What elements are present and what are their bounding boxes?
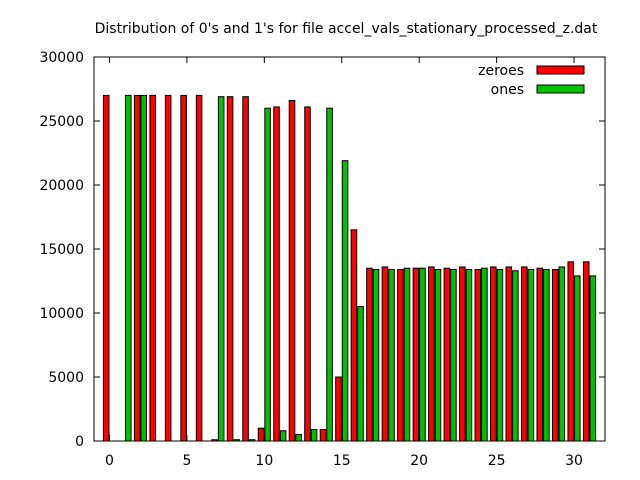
zeroes-bar bbox=[521, 266, 528, 442]
legend-label: zeroes bbox=[478, 63, 524, 79]
zeroes-bar bbox=[551, 268, 559, 442]
ones-bar bbox=[388, 268, 395, 442]
zeroes-bar bbox=[381, 266, 389, 442]
zeroes-bar bbox=[567, 261, 575, 442]
ones-bar bbox=[357, 306, 364, 442]
zeroes-bar bbox=[536, 267, 544, 442]
zeroes-bar bbox=[102, 94, 110, 442]
zeroes-bar bbox=[242, 96, 249, 442]
zeroes-bar bbox=[319, 428, 327, 442]
zeroes-bar bbox=[474, 268, 482, 442]
bars-layer bbox=[102, 94, 597, 442]
zeroes-bar bbox=[366, 267, 373, 442]
zeroes-bar bbox=[350, 229, 358, 442]
ones-bar bbox=[403, 267, 411, 442]
y-tick-label: 20000 bbox=[39, 178, 84, 194]
y-tick-label: 10000 bbox=[39, 306, 84, 322]
zeroes-bar bbox=[443, 267, 451, 442]
zeroes-bar bbox=[397, 268, 404, 442]
zeroes-bar bbox=[133, 94, 141, 442]
zeroes-bar bbox=[257, 427, 265, 442]
axes-layer: 0 5000 10000 15000 20000 25000 30000 0 5 10 15 20 25… bbox=[39, 50, 606, 469]
ones-bar bbox=[372, 268, 380, 442]
ones-bar bbox=[450, 268, 457, 442]
zeroes-bar bbox=[304, 106, 311, 442]
x-tick-label: 10 bbox=[255, 453, 273, 469]
y-tick-label: 25000 bbox=[39, 114, 84, 130]
ones-bar bbox=[558, 266, 566, 442]
zeroes-bar bbox=[490, 266, 497, 442]
legend: zeroes ones bbox=[478, 63, 585, 98]
zeroes-bar bbox=[195, 94, 203, 442]
ones-bar bbox=[217, 96, 225, 442]
legend-label: ones bbox=[491, 82, 524, 98]
y-tick-label: 30000 bbox=[39, 50, 84, 66]
x-tick-label: 20 bbox=[410, 453, 428, 469]
ones-bar bbox=[295, 434, 302, 442]
x-tick-label: 25 bbox=[488, 453, 506, 469]
y-tick-label: 15000 bbox=[39, 242, 84, 258]
zeroes-bar bbox=[288, 100, 296, 442]
ones-bar bbox=[124, 94, 132, 442]
ones-bar bbox=[279, 430, 287, 442]
x-tick-label: 0 bbox=[105, 453, 114, 469]
ones-bar bbox=[574, 275, 581, 442]
ones-bar bbox=[589, 275, 597, 442]
ones-bar bbox=[341, 160, 349, 442]
ones-bar bbox=[310, 428, 318, 442]
zeroes-bar bbox=[149, 94, 156, 442]
zeroes-bar bbox=[505, 266, 513, 442]
zeroes-bar bbox=[335, 376, 342, 442]
ones-bar bbox=[481, 267, 488, 442]
zeroes-bar bbox=[459, 266, 466, 442]
chart-title: Distribution of 0's and 1's for file acc… bbox=[95, 21, 598, 37]
y-tick-label: 0 bbox=[75, 434, 84, 450]
zeroes-bar bbox=[180, 94, 187, 442]
zeroes-bar bbox=[428, 266, 435, 442]
ones-bar bbox=[140, 94, 148, 442]
zeroes-bar bbox=[226, 96, 234, 442]
ones-bar bbox=[326, 107, 333, 442]
zeroes-bar bbox=[164, 94, 172, 442]
ones-bar bbox=[419, 267, 426, 442]
zeroes-bar bbox=[273, 106, 280, 442]
ones-bar bbox=[512, 270, 519, 442]
zeroes-bar bbox=[412, 267, 420, 442]
ones-bar bbox=[527, 268, 535, 442]
legend-swatch bbox=[536, 65, 585, 75]
x-tick-label: 15 bbox=[333, 453, 351, 469]
x-tick-label: 30 bbox=[565, 453, 583, 469]
ones-bar bbox=[434, 268, 442, 442]
zeroes-bar bbox=[582, 261, 590, 442]
ones-bar bbox=[496, 268, 504, 442]
ones-bar bbox=[264, 107, 271, 442]
ones-bar bbox=[543, 268, 550, 442]
y-tick-label: 5000 bbox=[48, 370, 84, 386]
x-tick-label: 5 bbox=[182, 453, 191, 469]
legend-swatch bbox=[536, 84, 585, 94]
ones-bar bbox=[465, 268, 473, 442]
